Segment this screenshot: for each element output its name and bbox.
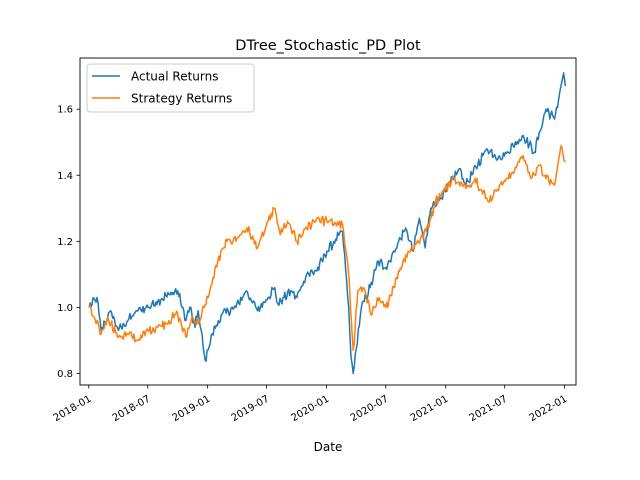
legend-label-strategy-returns: Strategy Returns xyxy=(131,92,232,106)
y-axis: 0.8 1.0 1.2 1.4 1.6 xyxy=(57,105,80,380)
legend-label-actual-returns: Actual Returns xyxy=(131,70,218,84)
y-tick-label: 1.2 xyxy=(57,237,73,248)
legend-frame xyxy=(86,63,255,113)
chart-title: DTree_Stochastic_PD_Plot xyxy=(235,38,421,54)
y-tick-label: 1.0 xyxy=(57,303,73,314)
plot-area-frame xyxy=(79,57,577,386)
y-tick-label: 1.6 xyxy=(57,105,73,116)
legend: Actual Returns Strategy Returns xyxy=(86,63,255,113)
series-line-actual-returns xyxy=(88,72,567,375)
series-line-strategy-returns xyxy=(88,144,566,352)
series-layer xyxy=(88,72,567,375)
y-tick-label: 1.4 xyxy=(57,171,73,182)
x-axis-label: Date xyxy=(314,440,343,454)
y-tick-label: 0.8 xyxy=(57,369,73,380)
